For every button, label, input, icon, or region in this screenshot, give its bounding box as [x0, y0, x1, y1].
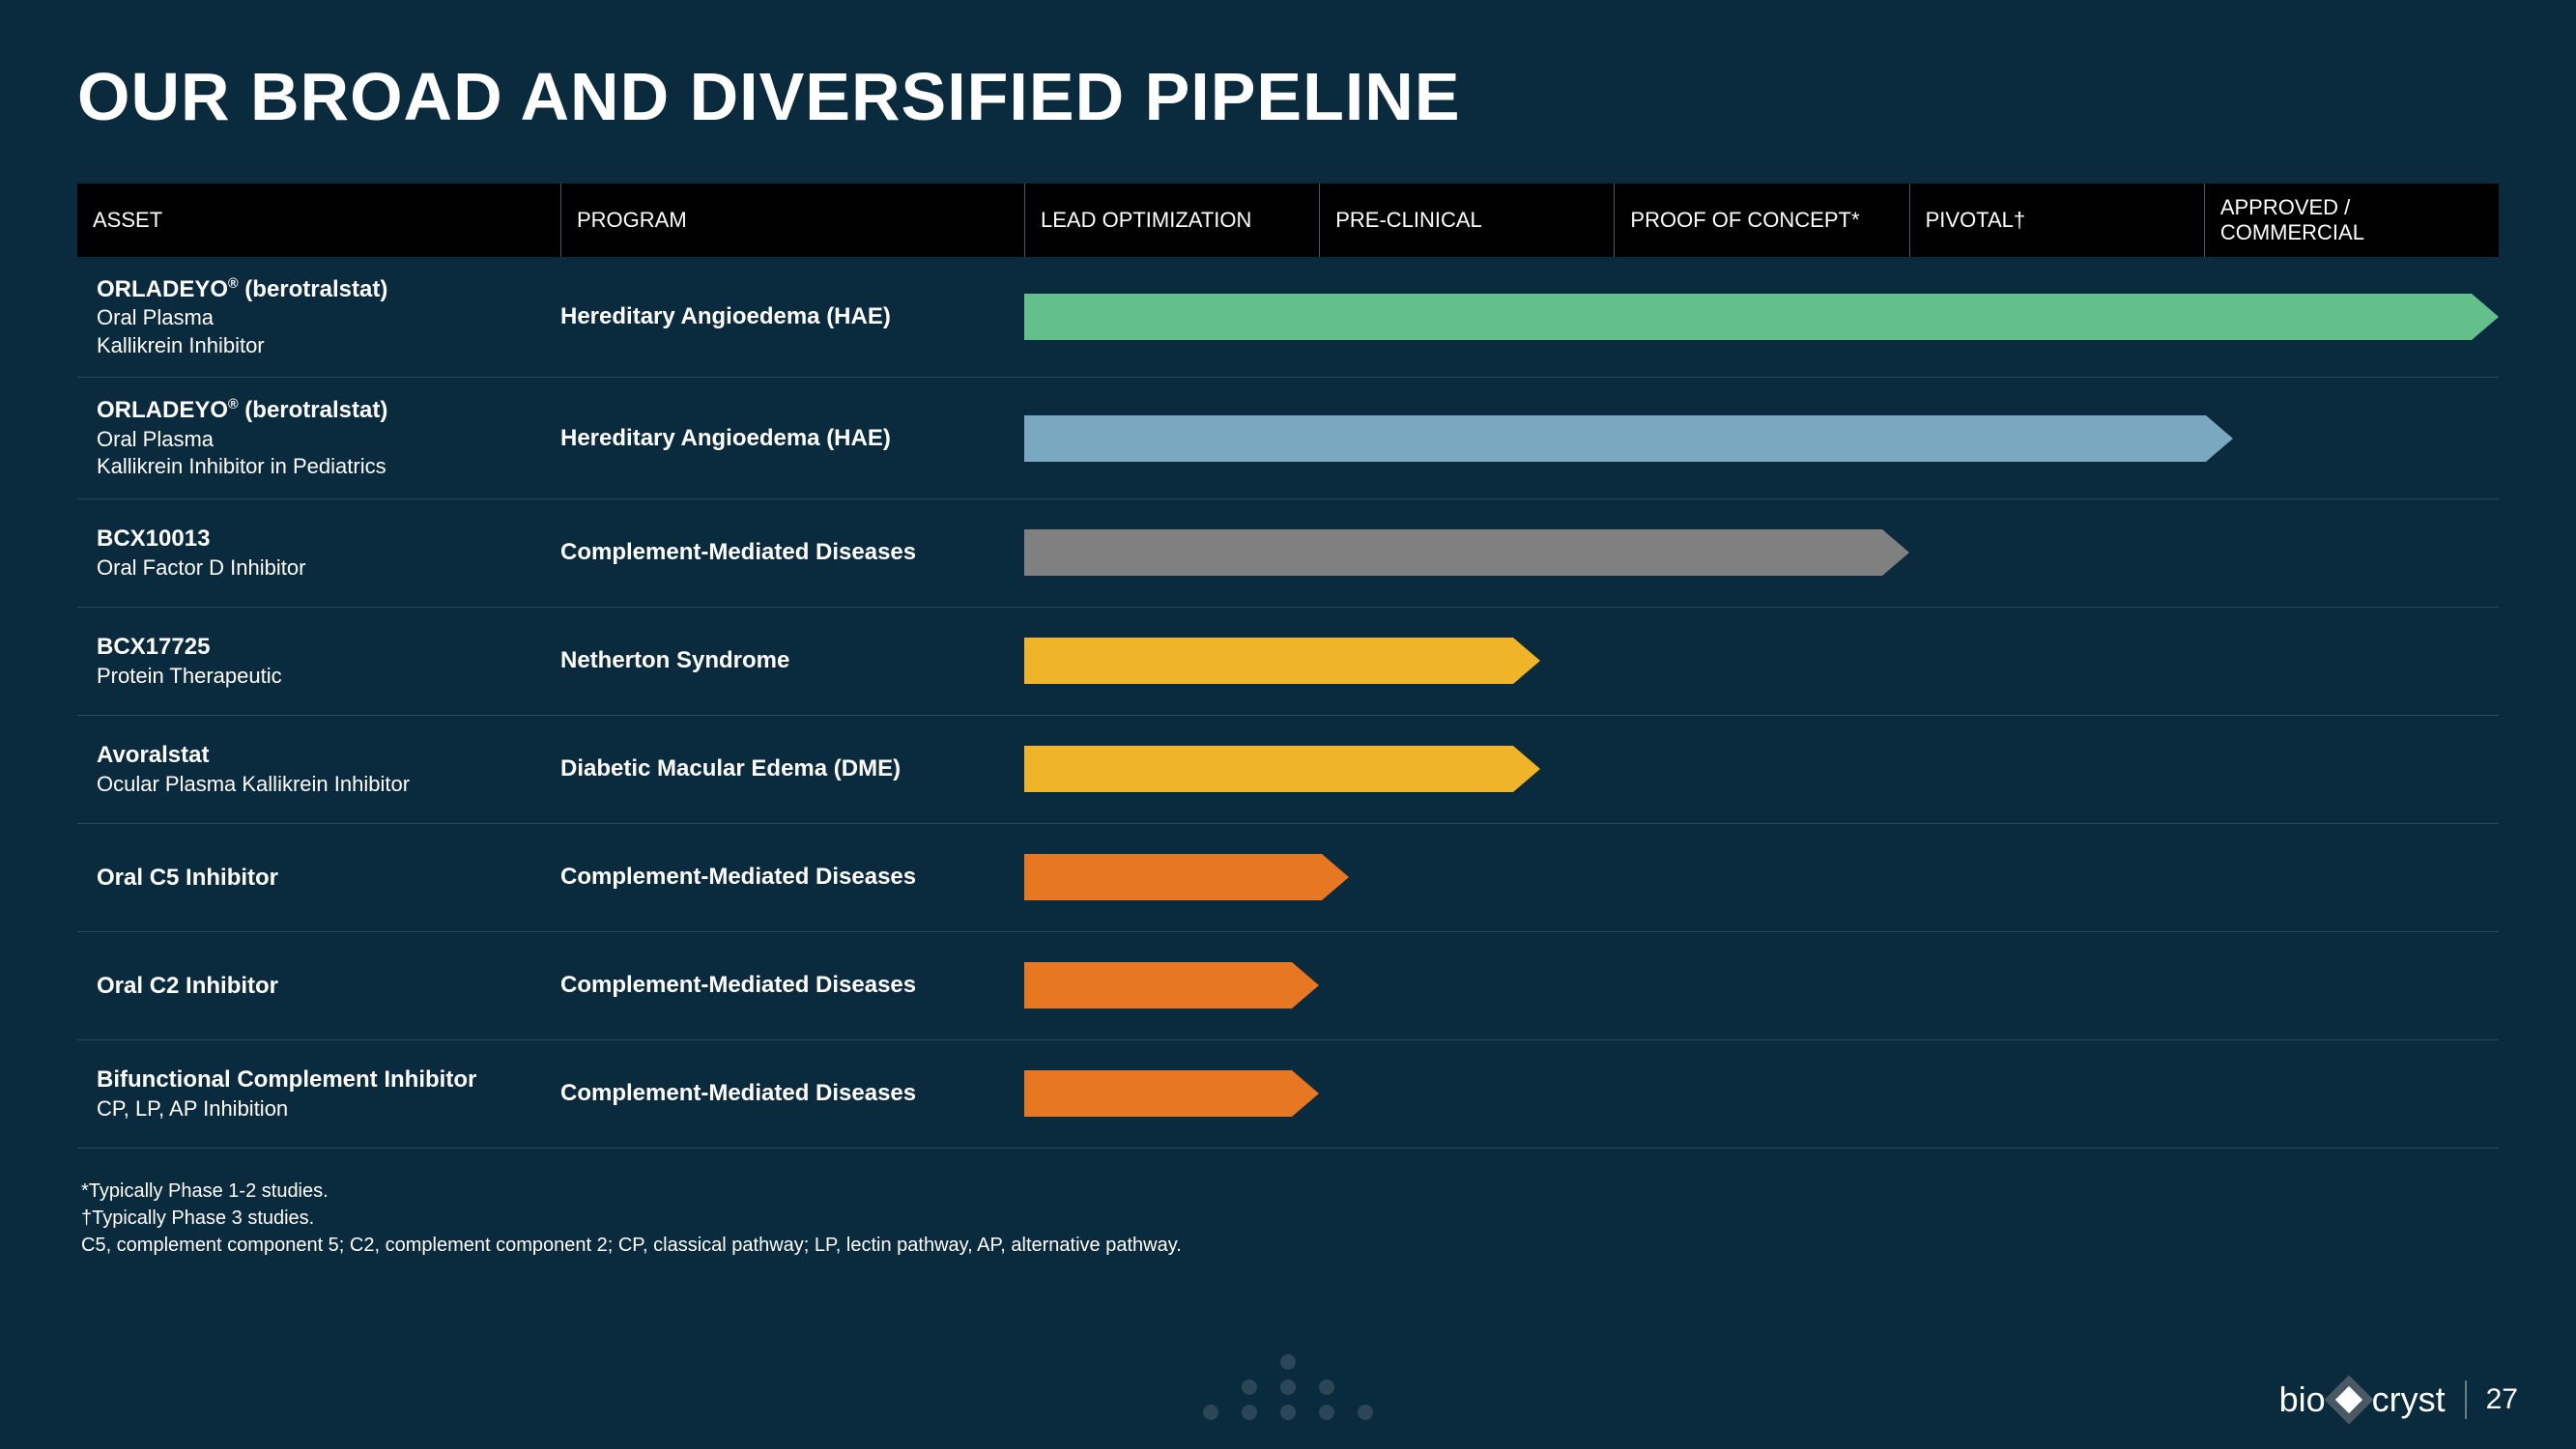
- program-cell: Complement-Mediated Diseases: [560, 864, 1024, 891]
- asset-subtitle: Kallikrein Inhibitor: [97, 332, 541, 360]
- col-header-stage: LEAD OPTIMIZATION: [1024, 184, 1319, 257]
- stage-headers: LEAD OPTIMIZATIONPRE-CLINICALPROOF OF CO…: [1024, 184, 2499, 257]
- asset-cell: BCX10013Oral Factor D Inhibitor: [77, 524, 560, 582]
- progress-bar: [1024, 854, 1349, 900]
- asset-cell: ORLADEYO® (berotralstat)Oral PlasmaKalli…: [77, 274, 560, 359]
- asset-name: Oral C5 Inhibitor: [97, 863, 541, 893]
- asset-subtitle: CP, LP, AP Inhibition: [97, 1095, 541, 1123]
- program-cell: Hereditary Angioedema (HAE): [560, 425, 1024, 452]
- table-row: Oral C5 Inhibitor Complement-Mediated Dis…: [77, 824, 2499, 932]
- asset-subtitle: Protein Therapeutic: [97, 663, 541, 691]
- asset-cell: Bifunctional Complement InhibitorCP, LP,…: [77, 1065, 560, 1122]
- col-header-stage: PIVOTAL†: [1909, 184, 2204, 257]
- footnote-line: *Typically Phase 1-2 studies.: [81, 1178, 2499, 1205]
- progress-bar-body: [1024, 294, 2472, 340]
- footnote-line: †Typically Phase 3 studies.: [81, 1205, 2499, 1232]
- progress-bar-area: [1024, 962, 2499, 1009]
- progress-bar-area: [1024, 294, 2499, 340]
- progress-bar: [1024, 638, 1540, 684]
- asset-cell: Oral C5 Inhibitor: [77, 863, 560, 893]
- table-row: Bifunctional Complement InhibitorCP, LP,…: [77, 1040, 2499, 1149]
- progress-bar: [1024, 415, 2233, 462]
- program-cell: Diabetic Macular Edema (DME): [560, 755, 1024, 782]
- footnotes: *Typically Phase 1-2 studies.†Typically …: [77, 1178, 2499, 1259]
- asset-subtitle: Oral Plasma: [97, 426, 541, 454]
- progress-bar-body: [1024, 854, 1322, 900]
- asset-cell: ORLADEYO® (berotralstat)Oral PlasmaKalli…: [77, 395, 560, 480]
- logo-diamond-icon: [2324, 1376, 2373, 1425]
- progress-bar-body: [1024, 529, 1882, 576]
- program-cell: Complement-Mediated Diseases: [560, 1080, 1024, 1107]
- col-header-stage: PROOF OF CONCEPT*: [1614, 184, 1908, 257]
- logo-text-part2: cryst: [2372, 1379, 2446, 1420]
- col-header-asset: ASSET: [77, 184, 560, 257]
- table-row: ORLADEYO® (berotralstat)Oral PlasmaKalli…: [77, 257, 2499, 378]
- progress-bar-arrow-icon: [2206, 415, 2233, 462]
- progress-bar-area: [1024, 746, 2499, 792]
- table-header-row: ASSET PROGRAM LEAD OPTIMIZATIONPRE-CLINI…: [77, 184, 2499, 257]
- program-cell: Netherton Syndrome: [560, 647, 1024, 674]
- progress-bar-area: [1024, 415, 2499, 462]
- program-cell: Complement-Mediated Diseases: [560, 972, 1024, 999]
- table-row: BCX17725Protein TherapeuticNetherton Syn…: [77, 608, 2499, 716]
- page-number: 27: [2486, 1383, 2518, 1416]
- progress-bar: [1024, 294, 2499, 340]
- progress-bar-body: [1024, 746, 1513, 792]
- logo: bio cryst: [2279, 1379, 2446, 1420]
- footer: bio cryst 27: [2279, 1379, 2518, 1420]
- asset-subtitle: Oral Factor D Inhibitor: [97, 554, 541, 582]
- progress-bar-arrow-icon: [1882, 529, 1909, 576]
- progress-bar-body: [1024, 638, 1513, 684]
- slide-title: OUR BROAD AND DIVERSIFIED PIPELINE: [77, 58, 2499, 135]
- progress-bar-body: [1024, 962, 1292, 1009]
- pipeline-table: ASSET PROGRAM LEAD OPTIMIZATIONPRE-CLINI…: [77, 184, 2499, 1149]
- table-row: BCX10013Oral Factor D InhibitorComplemen…: [77, 499, 2499, 608]
- progress-bar-arrow-icon: [1322, 854, 1349, 900]
- table-row: AvoralstatOcular Plasma Kallikrein Inhib…: [77, 716, 2499, 824]
- progress-bar-arrow-icon: [2472, 294, 2499, 340]
- decorative-dots: [1203, 1354, 1373, 1420]
- asset-subtitle: Kallikrein Inhibitor in Pediatrics: [97, 453, 541, 481]
- progress-bar-area: [1024, 1070, 2499, 1117]
- asset-name: ORLADEYO® (berotralstat): [97, 274, 541, 304]
- col-header-program: PROGRAM: [560, 184, 1024, 257]
- progress-bar-arrow-icon: [1513, 746, 1540, 792]
- progress-bar-arrow-icon: [1513, 638, 1540, 684]
- col-header-stage: APPROVED / COMMERCIAL: [2204, 184, 2499, 257]
- progress-bar-arrow-icon: [1292, 962, 1319, 1009]
- progress-bar: [1024, 746, 1540, 792]
- progress-bar-area: [1024, 854, 2499, 900]
- asset-subtitle: Ocular Plasma Kallikrein Inhibitor: [97, 771, 541, 799]
- table-body: ORLADEYO® (berotralstat)Oral PlasmaKalli…: [77, 257, 2499, 1149]
- asset-name: ORLADEYO® (berotralstat): [97, 395, 541, 425]
- progress-bar: [1024, 1070, 1319, 1117]
- asset-name: BCX17725: [97, 632, 541, 662]
- footnote-line: C5, complement component 5; C2, compleme…: [81, 1232, 2499, 1259]
- asset-cell: Oral C2 Inhibitor: [77, 971, 560, 1001]
- asset-name: Avoralstat: [97, 740, 541, 770]
- asset-name: Oral C2 Inhibitor: [97, 971, 541, 1001]
- slide-container: OUR BROAD AND DIVERSIFIED PIPELINE ASSET…: [0, 0, 2576, 1259]
- progress-bar-area: [1024, 638, 2499, 684]
- progress-bar: [1024, 962, 1319, 1009]
- page-separator: [2465, 1380, 2467, 1419]
- asset-subtitle: Oral Plasma: [97, 304, 541, 332]
- progress-bar-arrow-icon: [1292, 1070, 1319, 1117]
- logo-text-part1: bio: [2279, 1379, 2326, 1420]
- progress-bar: [1024, 529, 1909, 576]
- table-row: ORLADEYO® (berotralstat)Oral PlasmaKalli…: [77, 378, 2499, 498]
- col-header-stage: PRE-CLINICAL: [1319, 184, 1614, 257]
- program-cell: Complement-Mediated Diseases: [560, 539, 1024, 566]
- asset-cell: BCX17725Protein Therapeutic: [77, 632, 560, 690]
- progress-bar-body: [1024, 1070, 1292, 1117]
- progress-bar-area: [1024, 529, 2499, 576]
- asset-name: BCX10013: [97, 524, 541, 554]
- table-row: Oral C2 Inhibitor Complement-Mediated Dis…: [77, 932, 2499, 1040]
- progress-bar-body: [1024, 415, 2206, 462]
- asset-cell: AvoralstatOcular Plasma Kallikrein Inhib…: [77, 740, 560, 798]
- asset-name: Bifunctional Complement Inhibitor: [97, 1065, 541, 1094]
- program-cell: Hereditary Angioedema (HAE): [560, 303, 1024, 330]
